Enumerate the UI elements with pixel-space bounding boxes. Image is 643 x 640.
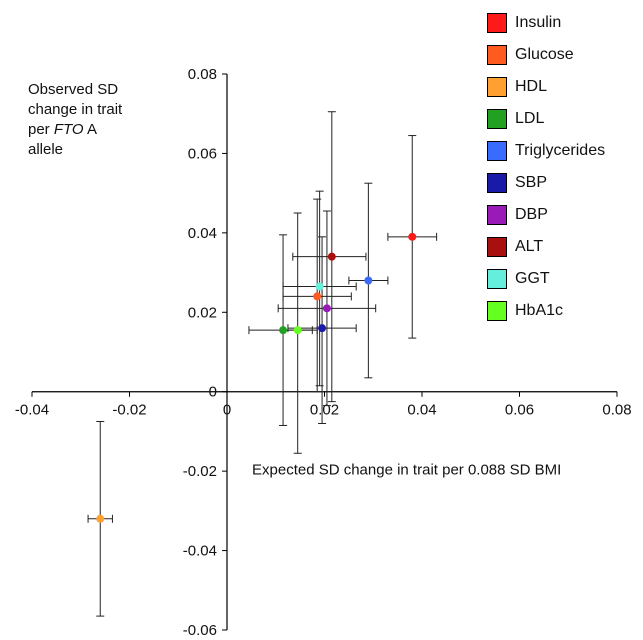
- y-tick-label: 0.08: [188, 66, 217, 83]
- legend-swatch: [487, 77, 507, 97]
- y-axis-label-line-1: Observed SD: [28, 81, 119, 98]
- y-tick-label: 0.02: [188, 304, 217, 321]
- y-axis-label-line-4: allele: [28, 141, 64, 158]
- data-point-glucose: [313, 292, 322, 301]
- legend-item-triglycerides: Triglycerides: [487, 140, 605, 162]
- x-tick-label: 0.02: [310, 402, 339, 419]
- legend-label: DBP: [515, 206, 548, 223]
- y-tick-label: 0: [209, 384, 217, 401]
- x-tick-label: 0: [223, 402, 231, 419]
- legend-swatch: [487, 109, 507, 129]
- data-point-insulin: [408, 232, 417, 241]
- data-point-dbp: [322, 304, 331, 313]
- legend-item-alt: ALT: [487, 236, 543, 258]
- legend-swatch: [487, 301, 507, 321]
- y-tick-label: -0.02: [183, 463, 217, 480]
- x-tick-label: -0.04: [15, 402, 49, 419]
- y-axis-label-gene: FTO: [53, 121, 84, 138]
- legend-swatch: [487, 237, 507, 257]
- legend-label: GGT: [515, 270, 550, 287]
- legend-item-hdl: HDL: [487, 76, 547, 98]
- legend-swatch: [487, 269, 507, 289]
- legend-swatch: [487, 173, 507, 193]
- y-axis-label-per: per: [28, 121, 50, 138]
- legend-label: ALT: [515, 238, 544, 255]
- legend-item-insulin: Insulin: [487, 12, 561, 34]
- y-axis-label-line-3: per FTO A: [28, 120, 122, 140]
- legend-item-sbp: SBP: [487, 172, 547, 194]
- data-point-ggt: [315, 282, 324, 291]
- legend-label: Glucose: [515, 46, 574, 63]
- legend-label: HDL: [515, 78, 548, 95]
- x-axis-label: Expected SD change in trait per 0.088 SD…: [252, 462, 561, 479]
- x-tick-label: 0.08: [602, 402, 631, 419]
- legend-swatch: [487, 205, 507, 225]
- legend-swatch: [487, 13, 507, 33]
- data-point-alt: [327, 252, 336, 261]
- legend-label: Triglycerides: [515, 142, 606, 159]
- data-point-hba1c: [293, 326, 302, 335]
- y-axis-label: Observed SD change in trait per FTO A al…: [28, 80, 122, 160]
- data-point-ldl: [279, 326, 288, 335]
- legend-label: LDL: [515, 110, 545, 127]
- y-tick-label: 0.04: [188, 225, 217, 242]
- legend-label: SBP: [515, 174, 548, 191]
- legend-item-ggt: GGT: [487, 268, 550, 290]
- legend-swatch: [487, 141, 507, 161]
- legend-item-ldl: LDL: [487, 108, 544, 130]
- legend-swatch: [487, 45, 507, 65]
- legend-label: HbA1c: [515, 302, 564, 319]
- y-axis-label-allele-letter: A: [86, 121, 97, 138]
- x-tick-label: -0.02: [112, 402, 146, 419]
- data-point-hdl: [96, 514, 105, 523]
- legend-item-glucose: Glucose: [487, 44, 574, 66]
- y-tick-label: -0.06: [183, 622, 217, 639]
- x-tick-label: 0.06: [505, 402, 534, 419]
- legend-item-dbp: DBP: [487, 204, 548, 226]
- y-axis-label-line-2: change in trait: [28, 101, 123, 118]
- data-point-sbp: [318, 324, 327, 333]
- y-tick-label: -0.04: [183, 543, 217, 560]
- data-point-triglycerides: [364, 276, 373, 285]
- x-tick-label: 0.04: [407, 402, 436, 419]
- legend-item-hba1c: HbA1c: [487, 300, 563, 322]
- y-tick-label: 0.06: [188, 145, 217, 162]
- legend-label: Insulin: [515, 14, 562, 31]
